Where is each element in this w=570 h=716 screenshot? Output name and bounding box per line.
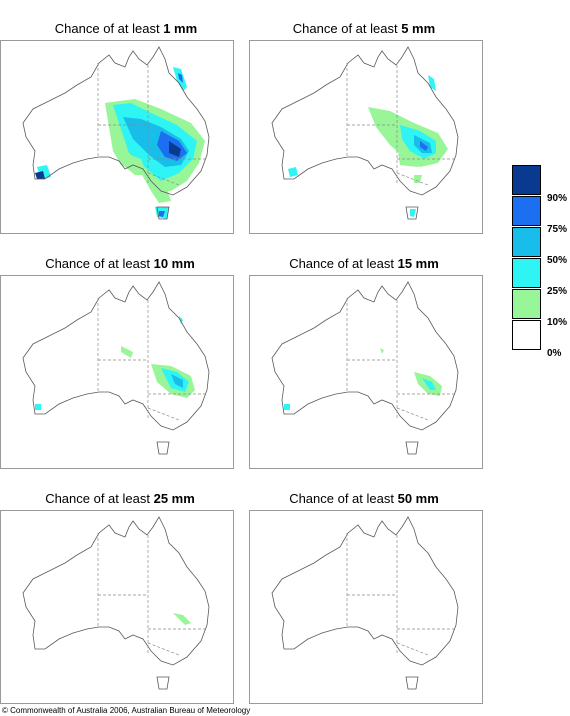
title-prefix: Chance of at least <box>289 256 394 271</box>
legend-label-0: 0% <box>547 348 562 359</box>
panel-title-15mm: Chance of at least 15 mm <box>244 256 484 272</box>
title-amount: 50 mm <box>397 491 439 506</box>
title-prefix: Chance of at least <box>45 491 150 506</box>
map-25mm <box>0 510 234 704</box>
title-amount: 15 mm <box>397 256 439 271</box>
title-amount: 1 mm <box>163 21 198 36</box>
panel-title-50mm: Chance of at least 50 mm <box>244 491 484 507</box>
legend-label-25: 25% <box>547 286 568 297</box>
title-amount: 5 mm <box>401 21 436 36</box>
title-amount: 25 mm <box>153 491 195 506</box>
map-15mm <box>249 275 483 469</box>
legend-swatch-0 <box>512 320 541 350</box>
australia-map <box>271 516 459 690</box>
panel-title-1mm: Chance of at least 1 mm <box>6 21 246 37</box>
copyright-notice: © Commonwealth of Australia 2006, Austra… <box>2 706 251 715</box>
legend-label-75: 75% <box>547 224 568 235</box>
legend-swatch-10 <box>512 289 541 319</box>
legend-label-50: 50% <box>547 255 568 266</box>
map-10mm <box>0 275 234 469</box>
panel-title-5mm: Chance of at least 5 mm <box>244 21 484 37</box>
australia-map <box>22 46 210 220</box>
legend-swatch-50 <box>512 227 541 257</box>
legend-label-10: 10% <box>547 317 568 328</box>
map-50mm <box>249 510 483 704</box>
australia-map <box>22 281 210 455</box>
panel-title-10mm: Chance of at least 10 mm <box>0 256 240 272</box>
australia-map <box>271 46 459 220</box>
title-amount: 10 mm <box>153 256 195 271</box>
legend-label-90: 90% <box>547 193 568 204</box>
legend-swatch-75 <box>512 196 541 226</box>
title-prefix: Chance of at least <box>289 491 394 506</box>
map-1mm <box>0 40 234 234</box>
legend-swatch-25 <box>512 258 541 288</box>
legend-swatch-90 <box>512 165 541 195</box>
title-prefix: Chance of at least <box>292 21 398 36</box>
title-prefix: Chance of at least <box>54 21 160 36</box>
panel-title-25mm: Chance of at least 25 mm <box>0 491 240 507</box>
map-5mm <box>249 40 483 234</box>
australia-map <box>22 516 210 690</box>
title-prefix: Chance of at least <box>45 256 150 271</box>
australia-map <box>271 281 459 455</box>
